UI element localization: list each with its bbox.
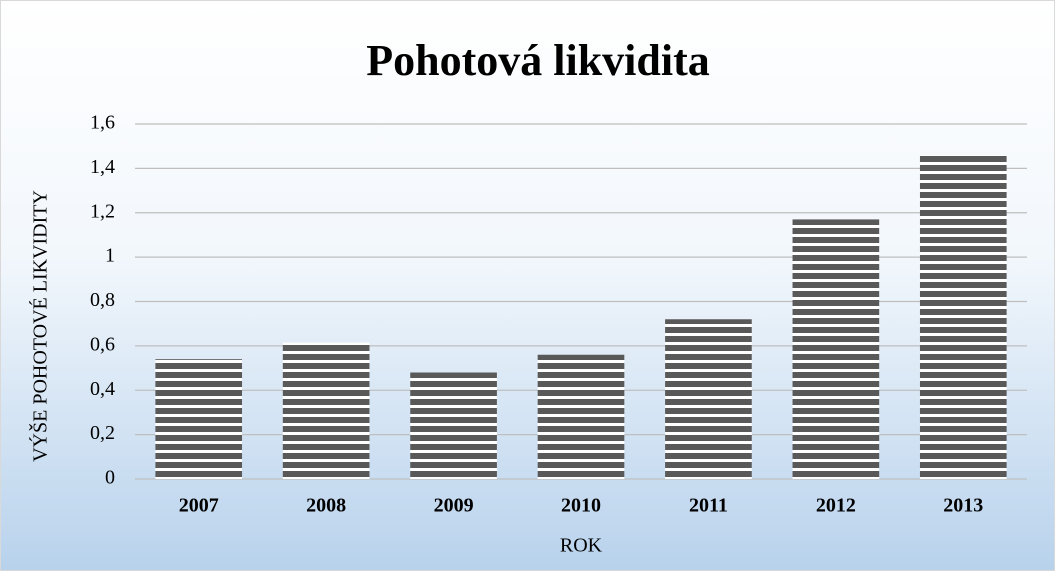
y-tick-label: 0,2	[90, 422, 115, 444]
x-tick-label: 2008	[306, 495, 346, 517]
y-tick-label: 1,6	[90, 112, 115, 134]
x-axis-label: ROK	[560, 535, 603, 557]
x-tick-label: 2013	[943, 495, 983, 517]
bar	[410, 372, 497, 479]
bar	[665, 319, 752, 479]
x-tick-label: 2011	[689, 495, 728, 517]
y-tick-label: 0	[105, 467, 115, 489]
chart-title: Pohotová likvidita	[366, 36, 710, 85]
bar	[919, 155, 1007, 479]
x-tick-label: 2007	[179, 495, 219, 517]
y-tick-label: 1	[105, 245, 115, 267]
y-tick-label: 0,6	[90, 333, 115, 355]
y-tick-label: 1,2	[90, 200, 115, 222]
bar	[537, 354, 625, 479]
bar	[792, 219, 880, 479]
bar	[155, 359, 243, 479]
x-tick-label: 2009	[434, 495, 474, 517]
y-tick-label: 0,8	[90, 289, 115, 311]
y-tick-label: 1,4	[90, 156, 115, 178]
x-tick-label: 2010	[561, 495, 601, 517]
bar	[282, 342, 370, 479]
y-axis-label: VÝŠE POHOTOVÉ LIKVIDITY	[28, 190, 52, 462]
x-tick-label: 2012	[816, 495, 856, 517]
y-tick-label: 0,4	[90, 378, 115, 400]
